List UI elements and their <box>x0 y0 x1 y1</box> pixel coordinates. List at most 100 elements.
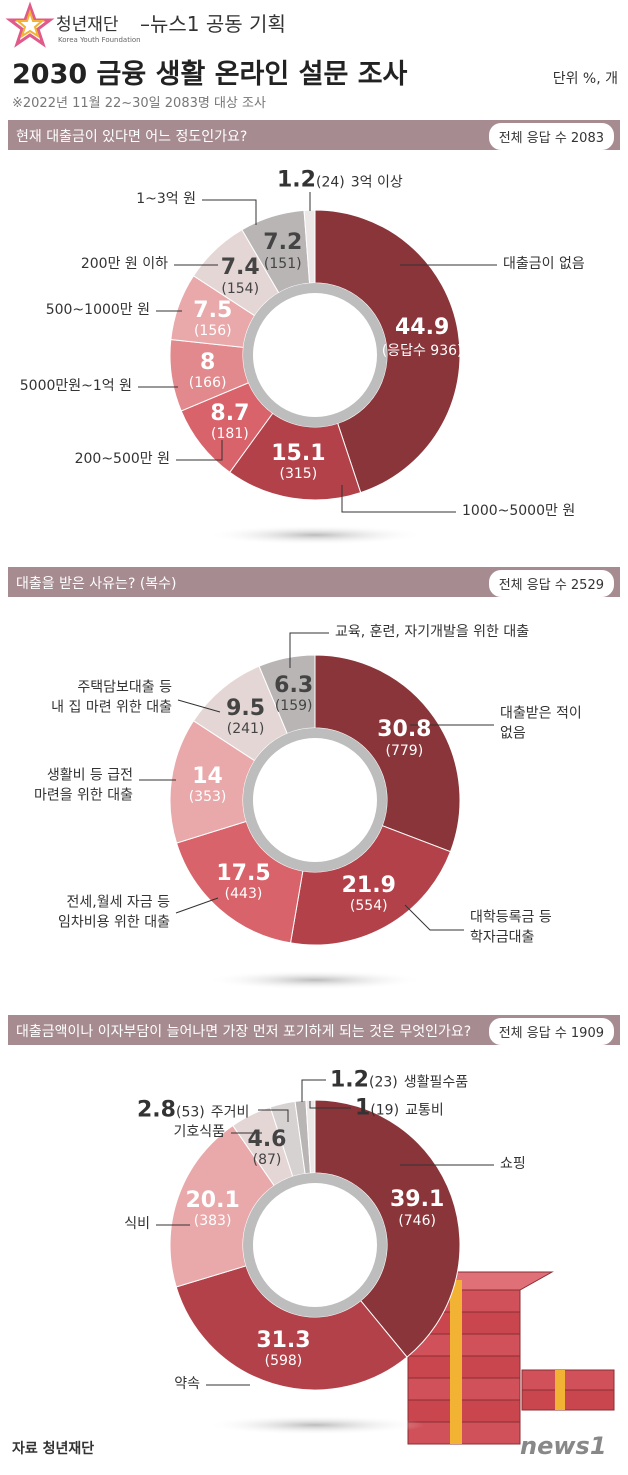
count-label: (598) <box>264 1352 303 1369</box>
question: 현재 대출금이 있다면 어느 정도인가요? <box>16 129 248 145</box>
category-label: 주택담보대출 등 내 집 마련 위한 대출 <box>51 679 172 715</box>
org-name: 청년재단 <box>56 15 119 35</box>
slice-label: 8 (166) <box>188 349 227 391</box>
category-label: 대출받은 적이 없음 <box>500 705 582 741</box>
slice-label: 1(19) 교통비 <box>355 1096 444 1121</box>
count-label: (159) <box>274 697 313 714</box>
value-label: 1 <box>355 1095 371 1121</box>
total-respondents: 전체 응답 수 2529 <box>488 570 614 597</box>
value-label: 4.6 <box>247 1126 287 1152</box>
value-label: 8.7 <box>210 401 250 427</box>
unit: 단위 %, 개 <box>552 71 618 87</box>
value-label: 6.3 <box>274 672 314 698</box>
count-label: (181) <box>211 426 249 443</box>
count-label: (53) <box>175 1104 205 1121</box>
slice-label: 1.2(23) 생활필수품 <box>330 1068 468 1093</box>
shadow <box>205 970 425 990</box>
slice-label: 4.6 (87) <box>247 1126 287 1168</box>
value-label: 15.1 <box>271 441 326 467</box>
value-label: 2.8 <box>137 1097 176 1123</box>
slice-label: 21.9 (554) <box>342 873 396 915</box>
leader-line <box>175 897 219 914</box>
leader-line <box>202 199 257 225</box>
value-label: 1.2 <box>330 1067 369 1093</box>
slice-label: 9.5 (241) <box>226 695 266 737</box>
value-label: 44.9 <box>394 314 450 340</box>
count-label: (241) <box>226 720 265 737</box>
count-label: (383) <box>193 1213 232 1230</box>
value-label: 30.8 <box>377 717 432 743</box>
count-label: (779) <box>385 742 424 759</box>
value-label: 17.5 <box>216 860 271 886</box>
slice-label: 20.1 (383) <box>185 1188 239 1230</box>
category-label: 3억 이상 <box>350 174 403 191</box>
category-label: 교통비 <box>405 1102 444 1119</box>
category-label: 주거비 <box>210 1104 250 1121</box>
value-label: 31.3 <box>256 1327 311 1353</box>
shadow <box>205 525 425 545</box>
value-label: 14 <box>192 763 223 789</box>
money-illustration <box>406 1271 615 1445</box>
category-label: 1000~5000만 원 <box>462 503 576 520</box>
count-label: (23) <box>368 1074 398 1091</box>
leader-line <box>301 1079 326 1102</box>
count-label: (166) <box>188 374 227 391</box>
slice-label: 2.8(53) 주거비 <box>137 1098 249 1123</box>
value-label: 7.5 <box>193 297 233 323</box>
leader-line <box>309 1101 351 1109</box>
total-respondents: 전체 응답 수 2083 <box>488 123 614 150</box>
shadow <box>205 1415 425 1435</box>
count-label: (응답수 936) <box>381 342 463 359</box>
category-label: 200만 원 이하 <box>80 256 168 273</box>
slice-label: 8.7 (181) <box>210 401 250 443</box>
title: 2030 금융 생활 온라인 설문 조사 <box>12 59 408 90</box>
category-label: 200~500만 원 <box>74 451 170 468</box>
leader-line <box>177 699 221 713</box>
question: 대출을 받은 사유는? (복수) <box>16 576 177 592</box>
category-label: 쇼핑 <box>500 1156 526 1173</box>
count-label: (154) <box>221 280 260 297</box>
partner: –뉴스1 공동 기획 <box>140 12 286 36</box>
category-label: 생활비 등 급전 마련을 위한 대출 <box>33 767 133 803</box>
value-label: 8 <box>199 349 216 375</box>
category-label: 대학등록금 등 학자금대출 <box>470 909 552 945</box>
leader-line <box>404 904 464 931</box>
leader-line <box>289 632 329 668</box>
value-label: 7.2 <box>263 230 303 256</box>
slice-label: 7.2 (151) <box>263 230 303 272</box>
count-label: (87) <box>252 1151 282 1168</box>
note: ※2022년 11월 22~30일 2083명 대상 조사 <box>12 96 266 111</box>
slice-label: 7.4 (154) <box>220 255 260 297</box>
count-label: (353) <box>188 789 227 806</box>
slice-label: 30.8 (779) <box>377 717 432 759</box>
slice-label: 6.3 (159) <box>274 672 314 714</box>
slice-label: 15.1 (315) <box>271 441 326 483</box>
count-label: (443) <box>224 885 263 902</box>
leader-line <box>341 485 456 513</box>
value-label: 7.4 <box>220 255 260 281</box>
count-label: (315) <box>279 466 318 483</box>
category-label: 생활필수품 <box>403 1074 469 1091</box>
count-label: (746) <box>398 1212 436 1229</box>
slice-label: 39.1 (746) <box>390 1187 445 1229</box>
question: 대출금액이나 이자부담이 늘어나면 가장 먼저 포기하게 되는 것은 무엇인가요… <box>16 1024 472 1040</box>
slice-label: 31.3 (598) <box>256 1327 311 1369</box>
value-label: 39.1 <box>390 1187 445 1213</box>
value-label: 9.5 <box>226 695 266 721</box>
slice-label: 1.2(24) 3억 이상 <box>277 168 403 193</box>
leader-line <box>176 440 223 461</box>
news-logo: news1 <box>520 1432 607 1460</box>
total-respondents: 전체 응답 수 1909 <box>488 1018 614 1045</box>
inner-ring <box>243 728 387 872</box>
count-label: (24) <box>315 174 345 191</box>
category-label: 전세,월세 자금 등 임차비용 위한 대출 <box>58 894 170 930</box>
category-label: 기호식품 <box>173 1124 225 1141</box>
slice-label: 17.5 (443) <box>216 860 271 902</box>
count-label: (554) <box>349 898 388 915</box>
category-label: 약속 <box>174 1376 200 1393</box>
logo-star <box>5 1 55 48</box>
category-label: 1~3억 원 <box>136 191 196 208</box>
count-label: (19) <box>370 1102 400 1119</box>
count-label: (151) <box>263 255 302 272</box>
